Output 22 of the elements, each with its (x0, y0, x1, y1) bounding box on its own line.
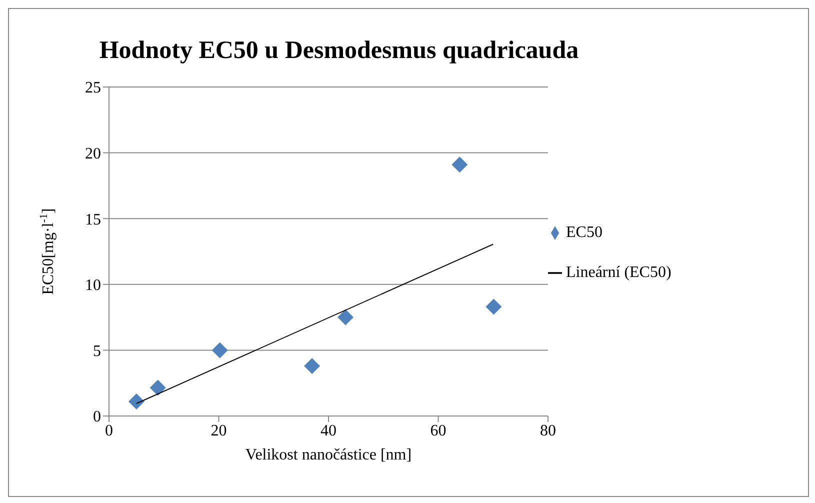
point (338, 309, 354, 326)
y-tick-label: 0 (93, 408, 101, 426)
y-tick-label: 25 (85, 80, 101, 97)
point (452, 156, 468, 173)
y-tick-label: 15 (85, 211, 101, 228)
point (304, 358, 320, 374)
x-axis-title: Velikost nanočástice [nm] (245, 446, 412, 464)
y-tick-label: 20 (85, 145, 101, 162)
x-tick-label: 0 (105, 422, 113, 440)
point (150, 380, 166, 396)
point (486, 298, 502, 315)
x-tick-label: 20 (210, 422, 227, 440)
chart-title: Hodnoty EC50 u Desmodesmus quadricauda (98, 37, 580, 65)
y-tick-label: 5 (93, 342, 101, 360)
y-tick-label: 10 (85, 277, 101, 294)
point (128, 394, 144, 410)
point (212, 342, 228, 358)
legend-label: Lineární (EC50) (566, 264, 672, 280)
x-tick-label: 40 (320, 422, 336, 440)
x-tick-label: 60 (430, 422, 446, 440)
legend-label: EC50 (566, 224, 602, 240)
x-tick-label: 80 (540, 422, 556, 440)
